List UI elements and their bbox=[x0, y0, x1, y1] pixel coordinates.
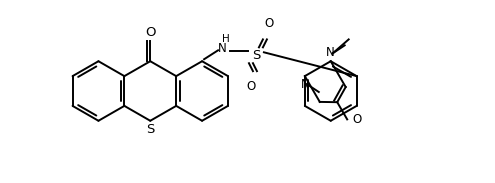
Text: O: O bbox=[264, 17, 274, 30]
Text: N: N bbox=[348, 27, 355, 36]
Text: S: S bbox=[146, 123, 154, 136]
Text: N: N bbox=[326, 46, 335, 59]
Text: N: N bbox=[300, 78, 309, 91]
Text: O: O bbox=[145, 26, 155, 39]
Text: O: O bbox=[247, 80, 255, 93]
Text: O: O bbox=[352, 113, 361, 126]
Text: H: H bbox=[222, 34, 230, 44]
Text: S: S bbox=[252, 49, 260, 62]
Text: N: N bbox=[218, 42, 226, 55]
